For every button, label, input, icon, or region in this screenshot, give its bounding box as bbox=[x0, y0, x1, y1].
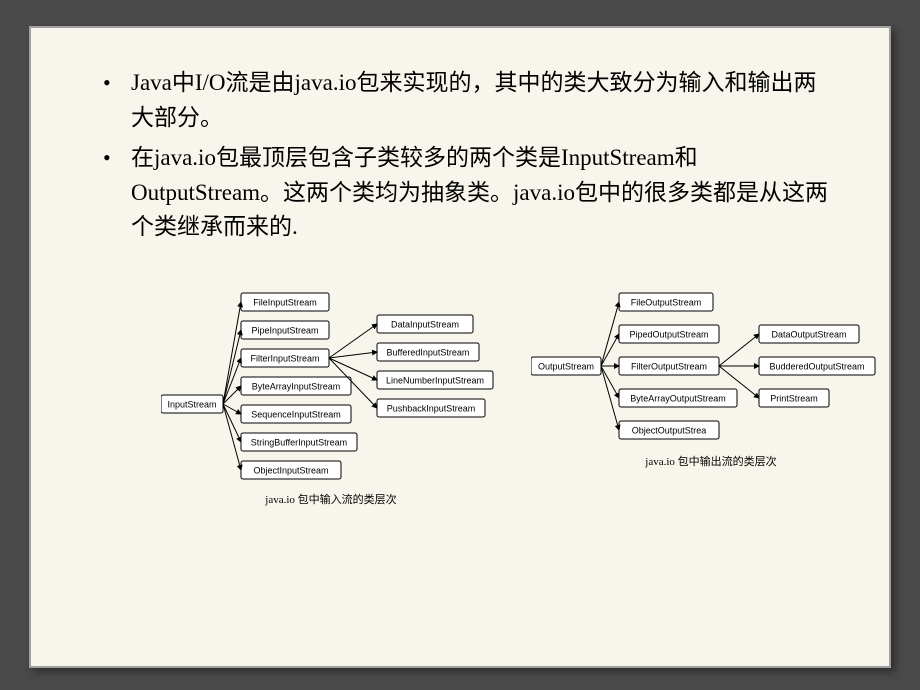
svg-text:FileInputStream: FileInputStream bbox=[253, 297, 317, 307]
svg-text:BufferedInputStream: BufferedInputStream bbox=[387, 347, 470, 357]
svg-text:FileOutputStream: FileOutputStream bbox=[631, 297, 702, 307]
bullet-list: Java中I/O流是由java.io包来实现的，其中的类大致分为输入和输出两大部… bbox=[131, 66, 839, 245]
slide: Java中I/O流是由java.io包来实现的，其中的类大致分为输入和输出两大部… bbox=[29, 26, 891, 668]
bullet-item: Java中I/O流是由java.io包来实现的，其中的类大致分为输入和输出两大部… bbox=[131, 66, 839, 135]
svg-text:PipedOutputStream: PipedOutputStream bbox=[629, 329, 708, 339]
svg-text:DataInputStream: DataInputStream bbox=[391, 319, 459, 329]
svg-text:InputStream: InputStream bbox=[167, 399, 216, 409]
svg-text:DataOutputStream: DataOutputStream bbox=[771, 329, 846, 339]
input-stream-diagram: InputStream FileInputStream PipeInputStrea… bbox=[161, 285, 501, 515]
svg-text:BudderedOutputStream: BudderedOutputStream bbox=[769, 361, 864, 371]
svg-text:PrintStream: PrintStream bbox=[770, 393, 818, 403]
svg-text:ByteArrayInputStream: ByteArrayInputStream bbox=[252, 381, 341, 391]
svg-text:FilterOutputStream: FilterOutputStream bbox=[631, 361, 707, 371]
output-stream-diagram: OutputStream FileOutputStream PipedOutputS… bbox=[531, 285, 881, 515]
svg-text:PipeInputStream: PipeInputStream bbox=[251, 325, 318, 335]
svg-text:PushbackInputStream: PushbackInputStream bbox=[387, 403, 476, 413]
svg-text:FilterInputStream: FilterInputStream bbox=[250, 353, 319, 363]
svg-text:java.io 包中输出流的类层次: java.io 包中输出流的类层次 bbox=[644, 454, 776, 468]
svg-text:StringBufferInputStream: StringBufferInputStream bbox=[251, 437, 347, 447]
svg-text:ObjectInputStream: ObjectInputStream bbox=[253, 465, 328, 475]
slide-content: Java中I/O流是由java.io包来实现的，其中的类大致分为输入和输出两大部… bbox=[31, 28, 889, 271]
svg-text:SequenceInputStream: SequenceInputStream bbox=[251, 409, 341, 419]
svg-text:java.io 包中输入流的类层次: java.io 包中输入流的类层次 bbox=[264, 492, 396, 506]
svg-text:LineNumberInputStream: LineNumberInputStream bbox=[386, 375, 484, 385]
bullet-item: 在java.io包最顶层包含子类较多的两个类是InputStream和Outpu… bbox=[131, 141, 839, 245]
diagrams-row: InputStream FileInputStream PipeInputStrea… bbox=[31, 271, 889, 515]
svg-text:ObjectOutputStrea: ObjectOutputStrea bbox=[632, 425, 707, 435]
svg-text:OutputStream: OutputStream bbox=[538, 361, 594, 371]
svg-text:ByteArrayOutputStream: ByteArrayOutputStream bbox=[630, 393, 726, 403]
